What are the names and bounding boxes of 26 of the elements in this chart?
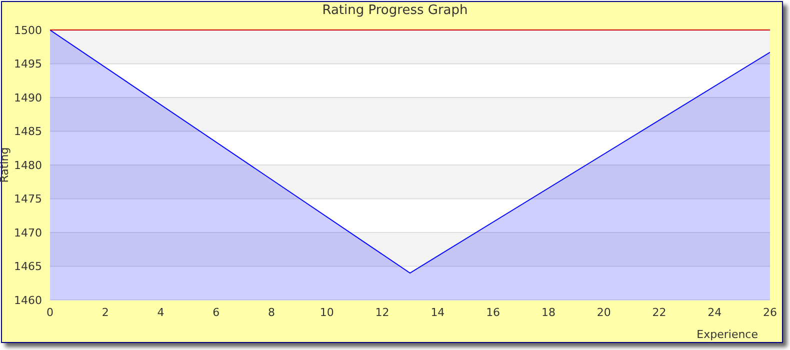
- y-tick-label: 1470: [14, 226, 42, 240]
- y-tick-label: 1500: [14, 24, 42, 37]
- x-tick-label: 24: [708, 306, 722, 319]
- chart-title: Rating Progress Graph: [321, 3, 469, 18]
- y-tick-label: 1460: [14, 294, 42, 307]
- x-axis-title: Experience: [696, 328, 758, 341]
- y-axis-title: Rating: [0, 147, 11, 183]
- x-tick-label: 26: [763, 306, 777, 319]
- x-tick-label: 0: [46, 306, 54, 319]
- x-tick-label: 10: [320, 306, 334, 319]
- x-tick-label: 22: [652, 306, 666, 319]
- y-tick-label: 1490: [14, 91, 42, 104]
- y-tick-label: 1485: [14, 125, 42, 138]
- y-tick-label: 1475: [14, 192, 42, 206]
- x-tick-label: 16: [486, 306, 500, 319]
- x-tick-label: 18: [541, 306, 556, 319]
- x-tick-label: 14: [430, 306, 445, 319]
- x-tick-label: 20: [596, 306, 611, 319]
- y-tick-label: 1495: [14, 58, 42, 71]
- x-tick-label: 6: [212, 306, 220, 319]
- y-tick-label: 1480: [14, 158, 42, 172]
- x-tick-label: 4: [157, 306, 164, 319]
- y-tick-label: 1465: [14, 260, 42, 274]
- x-tick-label: 8: [268, 306, 276, 319]
- x-tick-label: 12: [375, 306, 390, 319]
- x-tick-label: 2: [102, 306, 109, 319]
